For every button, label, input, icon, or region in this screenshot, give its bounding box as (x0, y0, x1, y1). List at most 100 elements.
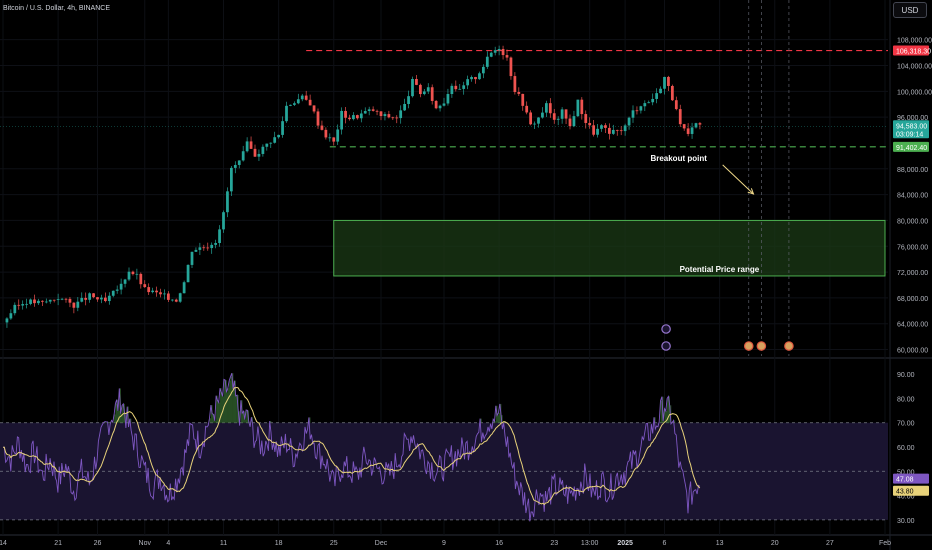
candle-body (615, 129, 619, 131)
rsi-line (2, 373, 701, 522)
candle-body (379, 111, 383, 117)
candle-body (233, 164, 237, 168)
rsi-overbought-fill (212, 413, 214, 423)
candle-body (631, 110, 635, 118)
rsi-overbought-fill (220, 388, 222, 423)
rsi-ma-line (3, 386, 701, 506)
candle-body (17, 304, 21, 306)
candle-body (607, 127, 611, 134)
earnings-marker-3[interactable] (784, 341, 794, 351)
candle-body (458, 88, 462, 90)
event-marker-purple-1[interactable] (661, 324, 671, 334)
candle-body (178, 293, 182, 302)
candle-body (312, 105, 316, 112)
candle-body (588, 122, 592, 126)
candle-body (72, 302, 76, 308)
candle-body (395, 117, 399, 119)
rsi-overbought-fill (223, 379, 226, 423)
candle-body (48, 299, 52, 302)
time-tick-label: 6 (663, 540, 667, 547)
candle-body (462, 85, 466, 89)
candle-body (186, 264, 190, 283)
candle-body (466, 79, 470, 86)
event-marker-purple-1-circle (661, 324, 671, 334)
candle-body (670, 85, 674, 101)
candle-body (627, 117, 631, 126)
candle-body (257, 153, 261, 157)
candle-body (478, 73, 481, 80)
candle-body (576, 99, 580, 117)
earnings-marker-1[interactable] (743, 341, 754, 351)
candle-body (521, 93, 525, 106)
rsi-overbought-fill (244, 419, 247, 423)
rsi-tick-label: 40.00 (897, 494, 915, 501)
candle-body (592, 125, 596, 135)
resistance-badge-text: 106,318.30 (896, 49, 931, 56)
candle-body (96, 297, 99, 300)
time-tick-label: 16 (495, 540, 503, 547)
time-axis: 14 21 26 Nov 4 11 18 25 Dec 9 16 23 13:00 2025 6 13 20 27… (0, 540, 891, 547)
candle-body (470, 77, 473, 80)
candle-body (21, 304, 25, 306)
candle-body (320, 125, 324, 130)
candle-body (237, 160, 241, 165)
rsi-overbought-fill (480, 418, 482, 423)
candle-body (241, 151, 245, 161)
candle-body (422, 91, 426, 95)
event-marker-purple-2[interactable] (661, 341, 671, 351)
candle-body (265, 143, 269, 147)
candle-body (359, 113, 363, 119)
rsi-overbought-fill (217, 400, 219, 423)
candle-body (544, 103, 548, 113)
time-tick-label: 18 (275, 540, 283, 547)
candle-body (202, 247, 206, 249)
rsi-tick-label: 90.00 (897, 372, 915, 379)
candle-body (100, 297, 103, 300)
breakout-arrow-head (747, 188, 755, 195)
rsi-panel (0, 373, 888, 522)
candle-body (336, 129, 340, 142)
candle-body (383, 114, 387, 117)
candle-body (403, 103, 407, 111)
candle-body (174, 299, 178, 302)
time-tick-label: 21 (54, 540, 62, 547)
potential-price-zone: Potential Price range (333, 219, 886, 277)
candle-body (163, 293, 166, 295)
price-tick-label: 76,000.00 (897, 244, 928, 251)
price-tick-label: 104,000.00 (897, 64, 932, 71)
candle-body (348, 117, 351, 120)
candle-body (292, 103, 296, 105)
candle-body (426, 87, 430, 92)
candle-body (525, 105, 529, 113)
candle-body (166, 293, 170, 300)
price-tick-label: 100,000.00 (897, 89, 932, 96)
candle-body (541, 112, 544, 118)
rsi-overbought-fill (229, 380, 231, 423)
candle-body (198, 247, 202, 250)
rsi-value-badge-text: 47.08 (896, 477, 914, 484)
rsi-overbought-fill (116, 399, 119, 423)
candle-body (474, 77, 477, 80)
candle-body (92, 293, 95, 298)
price-tick-label: 108,000.00 (897, 38, 932, 45)
time-tick-label: 14 (0, 540, 7, 547)
rsi-overbought-fill (667, 398, 669, 423)
rsi-overbought-fill (242, 413, 244, 423)
candle-body (399, 110, 403, 119)
rsi-overbought-fill (654, 417, 656, 423)
breakout-arrow (722, 164, 754, 195)
candle-body (485, 56, 489, 67)
earnings-marker-2[interactable] (756, 341, 767, 351)
rsi-overbought-fill (234, 380, 236, 423)
candle-body (367, 109, 371, 111)
rsi-overbought-fill (227, 388, 230, 423)
rsi-overbought-fill (235, 395, 238, 423)
candle-body (584, 114, 588, 123)
support-badge-bg (893, 141, 929, 152)
candle-body (481, 66, 485, 74)
candle-body (375, 110, 379, 112)
candle-body (332, 137, 336, 142)
currency-button[interactable]: USD (893, 2, 927, 18)
candle-body (170, 299, 174, 301)
